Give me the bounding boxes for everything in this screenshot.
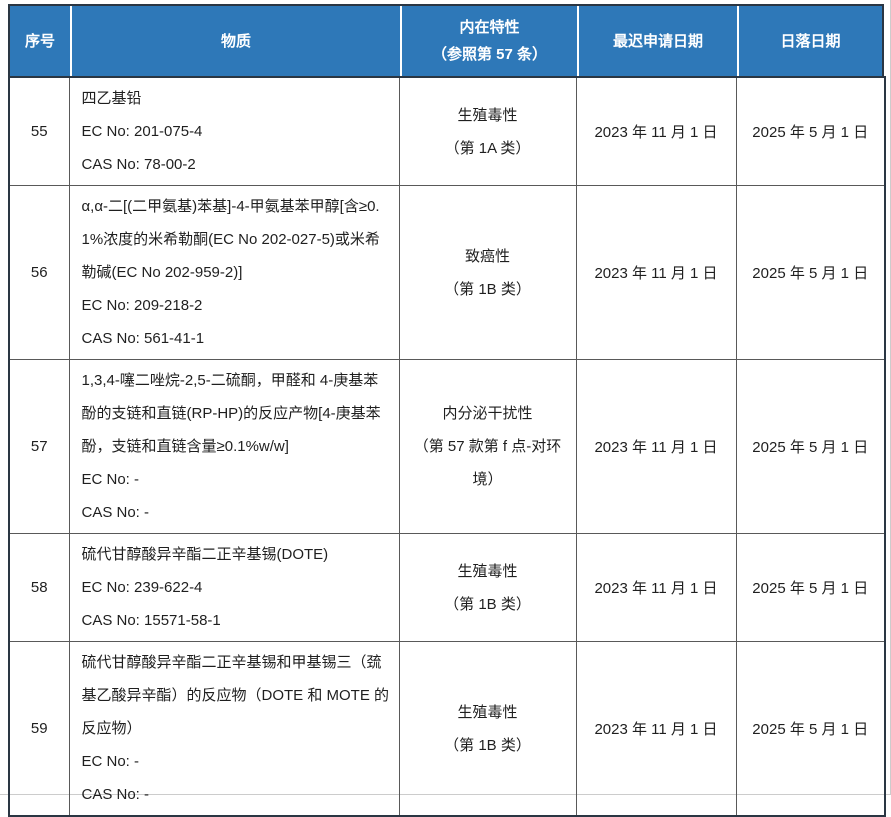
header-col-number-label: 序号: [24, 32, 55, 50]
property-category: （第 1A 类）: [444, 139, 531, 157]
header-col-intrinsic-property: 内在特性 （参照第 57 条）: [400, 6, 577, 76]
substance-name: 硫代甘醇酸异辛酯二正辛基锡(DOTE): [81, 546, 329, 563]
row-number: 56: [8, 185, 70, 360]
property-category: （第 1B 类）: [444, 595, 531, 613]
substance-cell: α,α-二[(二甲氨基)苯基]-4-甲氨基苯甲醇[含≥0.1%浓度的米希勒酮(E…: [68, 185, 400, 360]
substance-cas-no: CAS No: 561-41-1: [81, 330, 205, 347]
header-col-sunset-date: 日落日期: [737, 6, 882, 76]
substance-ec-no: EC No: 209-218-2: [81, 297, 203, 314]
property-type: 致癌性: [464, 247, 510, 265]
table-row-58: 58 硫代甘醇酸异辛酯二正辛基锡(DOTE) EC No: 239-622-4 …: [8, 533, 886, 642]
row-number: 57: [8, 359, 70, 534]
sunset-date-cell: 2025 年 5 月 1 日: [735, 641, 886, 817]
property-type: 生殖毒性: [457, 703, 518, 721]
header-col-latest-application-date: 最迟申请日期: [577, 6, 737, 76]
sunset-date-cell: 2025 年 5 月 1 日: [735, 185, 886, 360]
row-number: 58: [8, 533, 70, 642]
header-col-substance-label: 物质: [220, 32, 251, 50]
header-col-property-line1: 内在特性: [459, 19, 520, 36]
property-type: 内分泌干扰性: [442, 405, 533, 422]
property-category: （第 1B 类）: [444, 280, 531, 298]
row-number: 55: [8, 76, 70, 186]
substance-cell: 硫代甘醇酸异辛酯二正辛基锡和甲基锡三（巯基乙酸异辛酯）的反应物（DOTE 和 M…: [68, 641, 400, 817]
table-row-56: 56 α,α-二[(二甲氨基)苯基]-4-甲氨基苯甲醇[含≥0.1%浓度的米希勒…: [8, 185, 886, 360]
intrinsic-property-cell: 生殖毒性 （第 1B 类）: [398, 533, 577, 642]
table-row-59: 59 硫代甘醇酸异辛酯二正辛基锡和甲基锡三（巯基乙酸异辛酯）的反应物（DOTE …: [8, 641, 886, 817]
intrinsic-property-cell: 生殖毒性 （第 1B 类）: [398, 641, 577, 817]
table-header-row: 序号 物质 内在特性 （参照第 57 条） 最迟申请日期 日落日期: [8, 4, 884, 76]
intrinsic-property-cell: 致癌性 （第 1B 类）: [398, 185, 577, 360]
latest-application-date-cell: 2023 年 11 月 1 日: [575, 533, 737, 642]
table-row-55: 55 四乙基铅 EC No: 201-075-4 CAS No: 78-00-2…: [8, 76, 886, 186]
substance-cas-no: CAS No: -: [81, 504, 150, 521]
substance-ec-no: EC No: 201-075-4: [81, 123, 203, 140]
sunset-date-cell: 2025 年 5 月 1 日: [735, 359, 886, 534]
property-type: 生殖毒性: [457, 562, 518, 580]
sunset-date-cell: 2025 年 5 月 1 日: [735, 533, 886, 642]
latest-application-date-cell: 2023 年 11 月 1 日: [575, 359, 737, 534]
header-col-latest-date-label: 最迟申请日期: [612, 32, 703, 50]
substance-ec-no: EC No: 239-622-4: [81, 579, 203, 596]
property-type: 生殖毒性: [457, 106, 518, 124]
header-col-number: 序号: [10, 6, 70, 76]
table-body: 55 四乙基铅 EC No: 201-075-4 CAS No: 78-00-2…: [8, 76, 886, 817]
substance-name: 四乙基铅: [81, 90, 142, 107]
svhc-substance-table: 序号 物质 内在特性 （参照第 57 条） 最迟申请日期 日落日期 55: [8, 4, 886, 817]
sunset-date-cell: 2025 年 5 月 1 日: [735, 76, 886, 186]
substance-name: 1,3,4-噻二唑烷-2,5-二硫酮，甲醛和 4-庚基苯酚的支链和直链(RP-H…: [81, 372, 381, 455]
header-col-sunset-date-label: 日落日期: [780, 32, 841, 50]
substance-ec-no: EC No: -: [81, 471, 140, 488]
row-number: 59: [8, 641, 70, 817]
latest-application-date-cell: 2023 年 11 月 1 日: [575, 76, 737, 186]
header-col-substance: 物质: [70, 6, 400, 76]
intrinsic-property-cell: 生殖毒性 （第 1A 类）: [398, 76, 577, 186]
latest-application-date-cell: 2023 年 11 月 1 日: [575, 185, 737, 360]
table-row-57: 57 1,3,4-噻二唑烷-2,5-二硫酮，甲醛和 4-庚基苯酚的支链和直链(R…: [8, 359, 886, 534]
substance-name: 硫代甘醇酸异辛酯二正辛基锡和甲基锡三（巯基乙酸异辛酯）的反应物（DOTE 和 M…: [81, 654, 390, 737]
property-category: （第 1B 类）: [444, 736, 531, 754]
substance-cell: 硫代甘醇酸异辛酯二正辛基锡(DOTE) EC No: 239-622-4 CAS…: [68, 533, 400, 642]
substance-cas-no: CAS No: 78-00-2: [81, 156, 196, 173]
substance-cell: 四乙基铅 EC No: 201-075-4 CAS No: 78-00-2: [68, 76, 400, 186]
substance-name: α,α-二[(二甲氨基)苯基]-4-甲氨基苯甲醇[含≥0.1%浓度的米希勒酮(E…: [81, 198, 380, 281]
intrinsic-property-cell: 内分泌干扰性 （第 57 款第 f 点-对环境）: [398, 359, 577, 534]
substance-cell: 1,3,4-噻二唑烷-2,5-二硫酮，甲醛和 4-庚基苯酚的支链和直链(RP-H…: [68, 359, 400, 534]
substance-cas-no: CAS No: 15571-58-1: [81, 612, 221, 629]
property-category: （第 57 款第 f 点-对环境）: [413, 438, 562, 488]
latest-application-date-cell: 2023 年 11 月 1 日: [575, 641, 737, 817]
substance-ec-no: EC No: -: [81, 753, 140, 770]
header-col-property-line2: （参照第 57 条）: [431, 46, 548, 63]
